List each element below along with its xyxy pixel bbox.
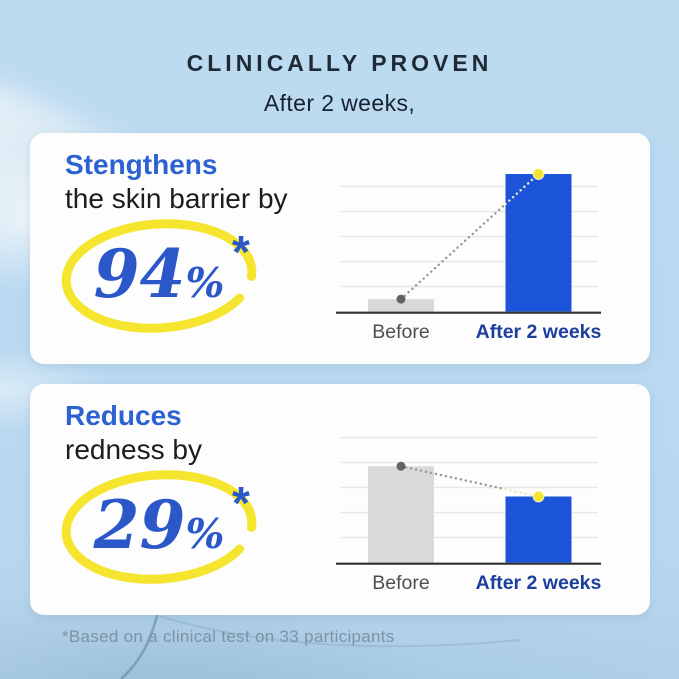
claim-card-skin-barrier: Stengthens the skin barrier by 94% * Bef… — [30, 133, 650, 364]
clinical-claim-subtitle: After 2 weeks, — [263, 90, 416, 116]
before-after-bar-chart-skin-barrier: Before After 2 weeks — [336, 168, 602, 343]
claim-card-redness: Reduces redness by 29% * Before After 2 w… — [30, 384, 650, 615]
header: CLINICALLY PROVEN After 2 weeks, — [0, 50, 679, 117]
claim-heading: Stengthens — [65, 149, 218, 180]
clinical-footnote: *Based on a clinical test on 33 particip… — [62, 627, 395, 646]
footnote-marker: * — [232, 226, 250, 278]
x-axis-label: After 2 weeks — [476, 321, 602, 343]
footnote-marker: * — [232, 477, 250, 529]
stat-number-text: 94 — [93, 235, 186, 314]
claim-copy: Stengthens the skin barrier by — [65, 148, 288, 216]
claim-heading: Reduces — [65, 400, 182, 431]
before-after-bar-chart-redness: Before After 2 weeks — [336, 436, 602, 594]
stat-highlight: 29% * — [60, 468, 258, 586]
bar-after — [505, 174, 572, 312]
after-dot — [532, 168, 545, 180]
x-axis-label: Before — [372, 572, 429, 594]
after-dot — [532, 490, 545, 503]
bar-before — [368, 466, 434, 563]
stat-highlight: 94% * — [60, 217, 258, 335]
stat-value: 94% — [60, 241, 258, 307]
before-dot — [396, 461, 406, 471]
bar-after — [505, 496, 572, 563]
stat-number-text: 29 — [93, 486, 186, 565]
clinical-claim-title: CLINICALLY PROVEN — [186, 50, 493, 76]
before-dot — [396, 294, 406, 304]
stat-percent-sign: % — [185, 510, 225, 559]
x-axis-label: Before — [372, 321, 429, 343]
trend-dotted-line — [504, 488, 540, 498]
stat-percent-sign: % — [185, 259, 225, 308]
stat-value: 29% — [60, 492, 258, 558]
x-axis-label: After 2 weeks — [476, 572, 602, 594]
claim-subheading: the skin barrier by — [65, 183, 288, 214]
yellow-circle-highlight-icon — [61, 470, 257, 584]
trend-dotted-line — [399, 202, 507, 301]
claim-copy: Reduces redness by — [65, 399, 202, 467]
claim-subheading: redness by — [65, 434, 202, 465]
